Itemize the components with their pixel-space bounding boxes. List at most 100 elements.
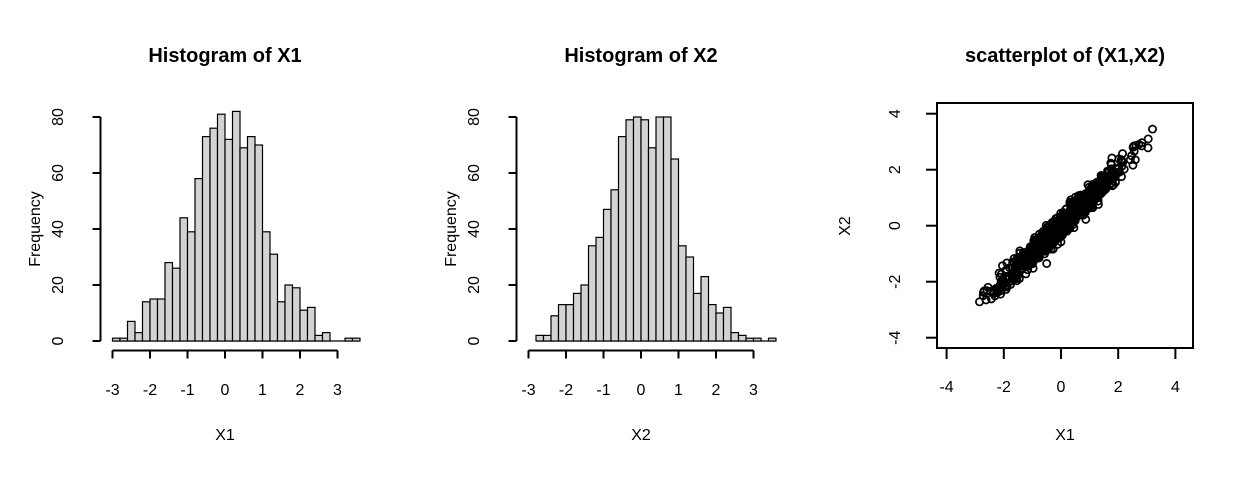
data-point (981, 295, 991, 305)
histogram-bar (164, 262, 174, 342)
data-point (1001, 285, 1011, 294)
panel-histogram-x2: Histogram of X2 0 20 40 60 80 Frequency -3 -2 -1 0… (416, 0, 832, 480)
histogram-bar (194, 178, 204, 342)
y-tick-label: 0 (50, 336, 67, 345)
data-point (1070, 209, 1080, 219)
histogram-bar (602, 208, 612, 342)
histogram-bar (617, 136, 627, 342)
y-tick-label: 40 (50, 220, 67, 238)
y-tick-label: 0 (887, 221, 904, 230)
data-point (1044, 238, 1054, 248)
data-point (1026, 248, 1036, 258)
data-point (1090, 186, 1100, 196)
histogram-bar (179, 217, 189, 342)
data-point (1088, 196, 1098, 206)
data-point (1100, 184, 1110, 194)
scatter-x1-x2-chart: scatterplot of (X1,X2) -4 -2 0 2 4 -4 -2 0 2 4 X2 X1 (837, 45, 1194, 444)
histogram-bar (344, 337, 354, 342)
x-tick-label: -2 (997, 379, 1011, 396)
histogram-bar (767, 337, 777, 342)
histogram-bar (647, 147, 657, 342)
y-tick-label: 20 (466, 276, 483, 294)
data-point (1106, 164, 1116, 174)
x-tick-label: -1 (596, 382, 610, 399)
data-point (996, 289, 1005, 299)
x-tick-label: 0 (221, 382, 230, 399)
histogram-bar (224, 138, 234, 342)
data-point (1130, 155, 1140, 165)
data-point (1081, 191, 1091, 201)
histogram-bar (254, 144, 264, 342)
x-axis-label: X1 (1055, 427, 1075, 444)
histogram-bar (595, 236, 605, 342)
data-point (1012, 276, 1022, 286)
histogram-bar (550, 315, 560, 342)
x-tick-label: 3 (333, 382, 342, 399)
x-axis: -3 -2 -1 0 1 2 3 (521, 349, 758, 399)
histogram-bar (261, 231, 271, 342)
x-tick-label: 4 (1171, 379, 1180, 396)
x-tick-label: -2 (559, 382, 573, 399)
histogram-bar (745, 337, 755, 342)
y-axis: 0 20 40 60 80 (466, 108, 518, 345)
data-point (1062, 211, 1072, 221)
x-tick-label: 1 (258, 382, 267, 399)
data-point (1072, 207, 1082, 217)
panel-histogram-x1: Histogram of X1 0 20 40 60 80 Frequency -3 -2 -1 0… (0, 0, 416, 480)
data-point (1107, 153, 1117, 163)
y-axis-label: Frequency (27, 191, 44, 267)
histogram-bar (186, 231, 196, 342)
data-point (1143, 143, 1153, 153)
histogram-bar (640, 119, 650, 342)
histogram-bar (707, 304, 717, 342)
histogram-bar (306, 306, 316, 342)
histogram-bar (565, 304, 575, 342)
chart-title: Histogram of X1 (148, 45, 301, 67)
histogram-bar (231, 110, 241, 342)
data-point (1143, 134, 1153, 144)
y-axis-label: X2 (837, 216, 854, 236)
histogram-bar (111, 337, 121, 342)
data-point (1148, 124, 1157, 134)
histogram-bar (685, 256, 695, 342)
x-axis: -3 -2 -1 0 1 2 3 (105, 349, 342, 399)
histogram-bar (269, 253, 279, 342)
data-point (1063, 216, 1073, 226)
histogram-bar (670, 158, 680, 342)
axes: -4 -2 0 2 4 -4 -2 0 2 4 (887, 109, 1180, 396)
histogram-bar (351, 337, 361, 342)
data-point (1082, 204, 1092, 214)
histogram-bar (134, 332, 144, 342)
chart-title: scatterplot of (X1,X2) (965, 45, 1165, 67)
y-tick-label: 20 (50, 276, 67, 294)
y-tick-label: 60 (466, 164, 483, 182)
x-tick-label: -4 (939, 379, 953, 396)
histogram-bar (730, 332, 740, 342)
histogram-bar (752, 337, 762, 342)
y-tick-label: 80 (466, 108, 483, 126)
data-point (1078, 191, 1088, 201)
histogram-bar (662, 116, 672, 342)
data-point (1028, 259, 1037, 269)
x-tick-label: 0 (1057, 379, 1066, 396)
panel-scatterplot-x1-x2: scatterplot of (X1,X2) -4 -2 0 2 4 -4 -2 0 2 4 X2 X1 (832, 0, 1248, 480)
scatter-points (975, 124, 1157, 307)
data-point (1106, 174, 1116, 184)
x-tick-label: -3 (521, 382, 535, 399)
x-tick-label: 2 (296, 382, 305, 399)
histogram-bar (156, 298, 166, 342)
histogram-bar (700, 276, 710, 342)
x-tick-label: -3 (105, 382, 119, 399)
histogram-bar (692, 292, 702, 342)
x-axis-label: X2 (631, 427, 651, 444)
x-tick-label: 1 (674, 382, 683, 399)
y-tick-label: 0 (466, 336, 483, 345)
y-tick-label: 80 (50, 108, 67, 126)
data-point (1088, 203, 1098, 213)
histogram-bar (572, 292, 582, 342)
histogram-bar (239, 147, 249, 342)
y-axis: 0 20 40 60 80 (50, 108, 102, 345)
